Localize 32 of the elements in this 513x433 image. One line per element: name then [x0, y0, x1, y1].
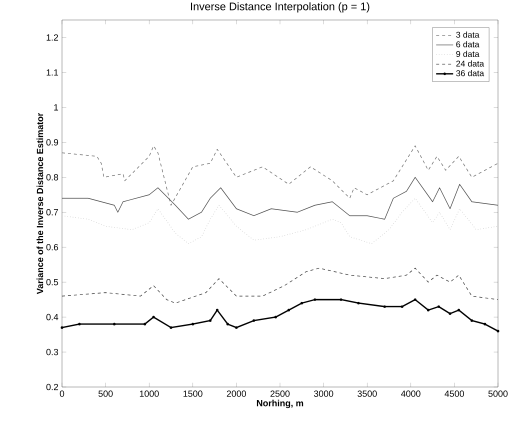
- y-tick-label: 0.8: [46, 174, 58, 180]
- legend-label: 3 data: [456, 32, 480, 38]
- legend-label: 24 data: [456, 60, 484, 67]
- y-tick-label: 0.6: [46, 244, 58, 250]
- y-tick-label: 0.5: [46, 278, 58, 286]
- legend-label: 6 data: [456, 41, 480, 48]
- y-tick-label: 0.9: [46, 139, 58, 146]
- y-tick-label: 0.4: [46, 314, 58, 320]
- x-axis-title: Norhing, m: [256, 400, 304, 408]
- y-tick-label: 1.2: [46, 34, 58, 41]
- line-series: [62, 145, 498, 206]
- x-tick-label: 500: [98, 390, 113, 397]
- x-tick-label: 4000: [401, 390, 420, 397]
- legend-label: 36 data: [456, 70, 484, 76]
- y-tick-label: 0.2: [46, 384, 58, 390]
- line-series: [62, 198, 498, 244]
- x-tick-label: 4500: [444, 390, 464, 397]
- x-tick-label: 5000: [488, 390, 508, 397]
- x-tick-label: 1500: [184, 390, 202, 397]
- x-tick-label: 3000: [314, 390, 334, 397]
- x-tick-label: 0: [60, 390, 64, 397]
- y-tick-label: 0.3: [46, 348, 58, 356]
- x-tick-label: 2500: [270, 390, 290, 397]
- x-tick-label: 2000: [226, 390, 246, 397]
- legend-label: 9 data: [456, 50, 480, 57]
- y-tick-label: 0.7: [46, 209, 58, 216]
- chart-title: Inverse Distance Interpolation (p = 1): [191, 2, 370, 12]
- y-axis-title: Variance of the Inverse Distance Estimator: [36, 112, 44, 294]
- y-tick-label: 1.1: [46, 69, 58, 76]
- y-tick-label: 1: [54, 104, 58, 110]
- x-tick-label: 1000: [140, 390, 159, 397]
- x-tick-label: 3500: [358, 390, 377, 397]
